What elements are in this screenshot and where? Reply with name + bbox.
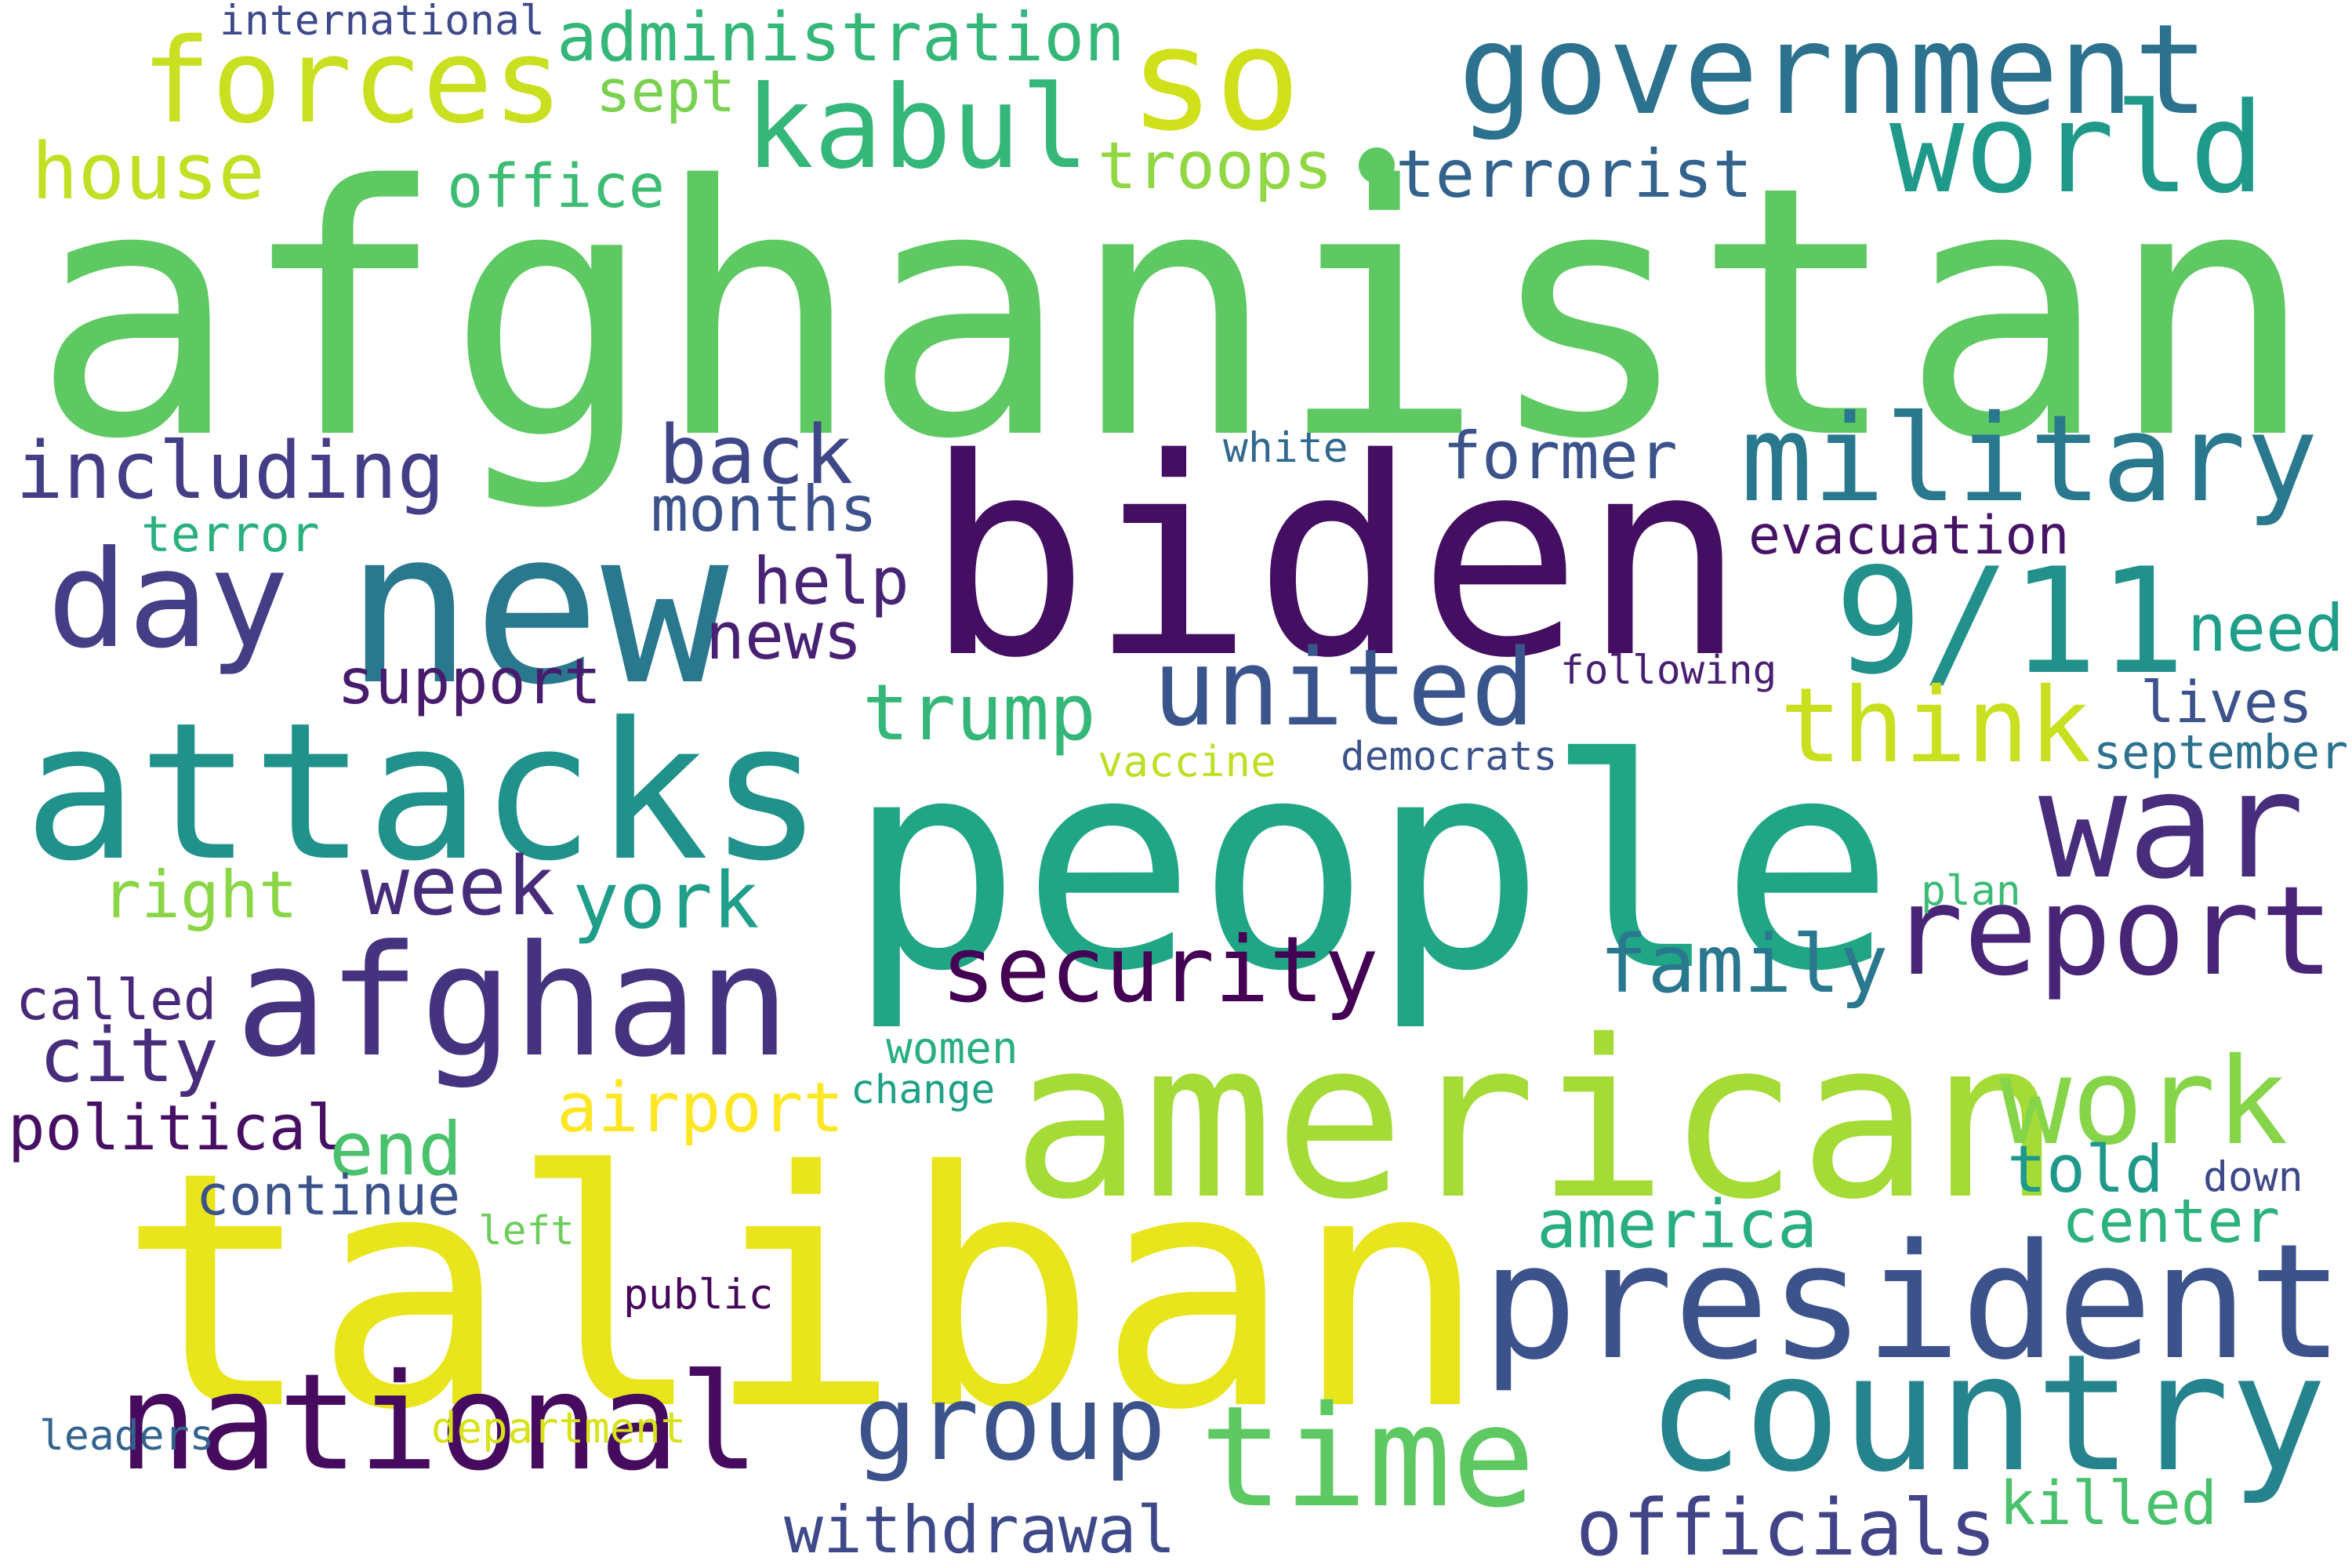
word-following: following xyxy=(1560,648,1777,694)
word-family: family xyxy=(1599,918,1889,1011)
word-attacks: attacks xyxy=(24,682,823,903)
word-troops: troops xyxy=(1098,128,1333,204)
word-day: day xyxy=(47,522,289,678)
word-world: world xyxy=(1889,76,2265,221)
word-need: need xyxy=(2187,590,2344,666)
word-vaccine: vaccine xyxy=(1098,737,1276,786)
word-down: down xyxy=(2203,1153,2303,1201)
word-security: security xyxy=(941,917,1379,1023)
word-york: york xyxy=(572,856,760,946)
word-afghanistan: afghanistan xyxy=(31,113,2316,514)
word-country: country xyxy=(1646,1319,2328,1508)
word-plan: plan xyxy=(1921,867,2021,915)
word-continue: continue xyxy=(196,1163,461,1228)
word-week: week xyxy=(361,840,556,934)
word-so: so xyxy=(1129,0,1301,162)
word-evacuation: evacuation xyxy=(1748,505,2070,567)
word-terror: terror xyxy=(141,506,320,563)
word-international: international xyxy=(220,0,545,45)
word-administration: administration xyxy=(557,0,1125,77)
word-end: end xyxy=(329,1107,463,1192)
word-taliban: taliban xyxy=(118,1102,1489,1481)
word-group: group xyxy=(855,1363,1167,1484)
word-department: department xyxy=(431,1403,687,1453)
word-called: called xyxy=(16,967,217,1033)
word-women: women xyxy=(886,1023,1018,1074)
word-national: national xyxy=(118,1345,760,1501)
word-work: work xyxy=(1999,1033,2288,1172)
word-trump: trump xyxy=(862,668,1097,758)
word-withdrawal: withdrawal xyxy=(784,1492,1176,1568)
word-military: military xyxy=(1740,390,2318,529)
word-democrats: democrats xyxy=(1341,734,1558,780)
word-kabul: kabul xyxy=(745,61,1090,194)
word-change: change xyxy=(851,1067,996,1113)
word-told: told xyxy=(2007,1131,2164,1207)
word-airport: airport xyxy=(557,1068,844,1148)
word-help: help xyxy=(753,543,909,619)
word-office: office xyxy=(447,152,666,222)
word-government: government xyxy=(1458,0,2209,143)
word-killed: killed xyxy=(1999,1469,2218,1539)
word-back: back xyxy=(659,408,854,503)
word-american: american xyxy=(1011,993,2061,1247)
word-leaders: leaders xyxy=(39,1412,215,1460)
word-lives: lives xyxy=(2140,670,2313,736)
word-people: people xyxy=(847,698,1895,1035)
word-united: united xyxy=(1152,626,1535,750)
word-report: report xyxy=(1889,860,2335,1004)
word-president: president xyxy=(1482,1210,2344,1395)
word-right: right xyxy=(102,857,298,933)
word-political: political xyxy=(8,1092,344,1164)
word-time: time xyxy=(1200,1376,1536,1538)
word-support: support xyxy=(337,645,602,718)
word-center: center xyxy=(2062,1187,2281,1257)
word-house: house xyxy=(31,127,266,217)
word-biden: biden xyxy=(925,401,1747,718)
word-911: 9/11 xyxy=(1835,536,2186,706)
word-forces: forces xyxy=(141,14,564,150)
word-left: left xyxy=(478,1208,575,1254)
word-white: white xyxy=(1223,424,1348,472)
word-september: september xyxy=(2093,725,2349,780)
word-public: public xyxy=(623,1271,774,1319)
word-news: news xyxy=(706,598,862,674)
word-including: including xyxy=(16,424,445,517)
word-terrorist: terrorist xyxy=(1396,136,1753,212)
word-war: war xyxy=(2038,740,2305,912)
word-former: former xyxy=(1443,418,1678,494)
word-sept: sept xyxy=(596,58,736,125)
word-months: months xyxy=(651,473,877,546)
word-afghan: afghan xyxy=(235,913,791,1091)
word-cloud-dot xyxy=(1359,147,1395,183)
word-new: new xyxy=(345,484,729,731)
word-city: city xyxy=(39,1013,219,1099)
word-officials: officials xyxy=(1576,1483,1997,1568)
word-america: america xyxy=(1537,1186,1818,1264)
word-think: think xyxy=(1780,666,2092,786)
